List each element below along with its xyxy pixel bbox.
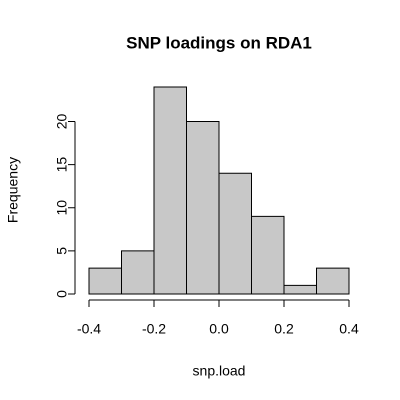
y-tick-label: 0 bbox=[54, 290, 70, 298]
y-tick-label: 20 bbox=[54, 114, 70, 130]
bar bbox=[251, 215, 285, 295]
y-tick-label: 15 bbox=[54, 157, 70, 173]
y-tick-label: 5 bbox=[54, 247, 70, 255]
y-tick-label: 10 bbox=[54, 200, 70, 216]
x-tick-label: 0.4 bbox=[339, 321, 359, 337]
x-tick-label: 0.2 bbox=[274, 321, 294, 337]
bar bbox=[153, 86, 187, 295]
y-axis-label: Frequency bbox=[5, 157, 21, 223]
bar bbox=[283, 284, 317, 295]
x-axis-label: snp.load bbox=[193, 363, 246, 379]
bar bbox=[88, 267, 122, 295]
x-tick-label: -0.2 bbox=[142, 321, 166, 337]
bar bbox=[218, 172, 252, 295]
bar bbox=[316, 267, 350, 295]
bar bbox=[121, 250, 155, 295]
chart-title: SNP loadings on RDA1 bbox=[126, 33, 312, 52]
x-tick-label: -0.4 bbox=[77, 321, 101, 337]
x-tick-label: 0.0 bbox=[209, 321, 229, 337]
bar bbox=[186, 121, 220, 295]
